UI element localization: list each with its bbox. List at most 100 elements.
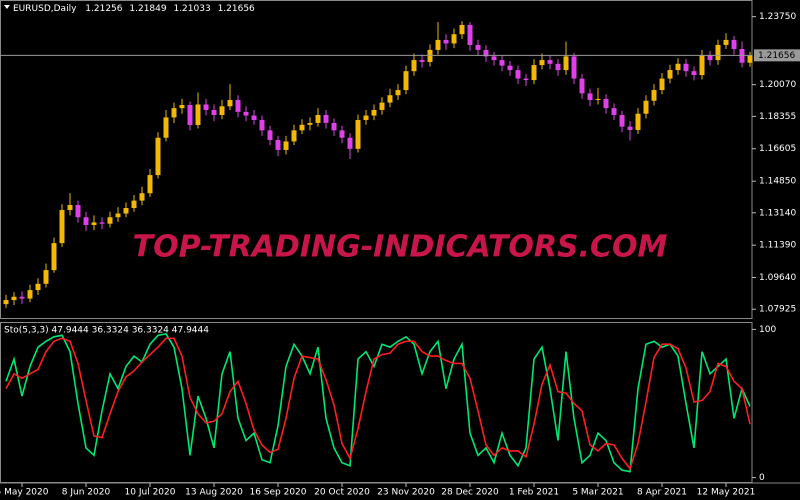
candle-body xyxy=(491,56,497,61)
candle-body xyxy=(27,290,33,299)
candle-body xyxy=(147,175,153,194)
candle-body xyxy=(299,124,305,131)
candle-body xyxy=(699,55,705,76)
candle-body xyxy=(179,105,185,109)
symbol-title: EURUSD,Daily xyxy=(13,4,77,14)
candle-body xyxy=(195,104,201,125)
candle-body xyxy=(171,108,177,118)
x-tick-label: 1 Feb 2021 xyxy=(509,488,559,498)
candle-body xyxy=(411,60,417,72)
candle-body xyxy=(707,55,713,61)
open-value: 1.21256 xyxy=(85,4,122,14)
watermark: TOP-TRADING-INDICATORS.COM xyxy=(133,230,668,265)
symbol-header: EURUSD,Daily 1.21256 1.21849 1.21033 1.2… xyxy=(13,4,255,14)
candle-body xyxy=(131,200,137,208)
y-tick-label: 1.13140 xyxy=(759,208,796,218)
candle-body xyxy=(99,222,105,224)
x-tick-label: 5 Mar 2021 xyxy=(572,488,623,498)
candle-body xyxy=(451,34,457,44)
indicator-title: Sto(5,3,3) 47.9444 36.3324 36.3324 47.94… xyxy=(4,326,209,336)
candle-body xyxy=(595,98,601,101)
candle-body xyxy=(347,137,353,149)
menu-arrow[interactable] xyxy=(4,5,10,9)
candle-body xyxy=(387,95,393,103)
candle-body xyxy=(155,137,161,176)
candle-body xyxy=(539,60,545,66)
y-tick-label: 1.09640 xyxy=(759,273,796,283)
candle-body xyxy=(115,213,121,218)
candle-body xyxy=(619,114,625,127)
x-tick-label: 13 Aug 2020 xyxy=(185,488,243,498)
candle-body xyxy=(283,141,289,150)
candle-body xyxy=(675,63,681,71)
candle-body xyxy=(475,44,481,50)
x-tick-label: 12 May 2021 xyxy=(697,488,756,498)
candle-body xyxy=(355,119,361,149)
candle-body xyxy=(19,296,25,299)
candle-body xyxy=(227,100,233,107)
y-tick-label: 1.18355 xyxy=(759,112,796,122)
indicator-line xyxy=(5,337,751,471)
candle-body xyxy=(731,39,737,49)
candle-body xyxy=(715,44,721,61)
candle-body xyxy=(243,111,249,116)
candle-body xyxy=(51,243,57,271)
candle-body xyxy=(651,90,657,101)
x-tick-label: 10 Jul 2020 xyxy=(125,488,176,498)
candle-body xyxy=(363,115,369,120)
candle-body xyxy=(603,98,609,109)
candle-body xyxy=(307,122,313,125)
x-tick-label: 8 Jun 2020 xyxy=(62,488,111,498)
candle-body xyxy=(259,119,265,131)
x-tick-label: 20 Oct 2020 xyxy=(314,488,370,498)
candle-body xyxy=(323,114,329,123)
x-tick-label: 5 May 2020 xyxy=(0,488,49,498)
candle-body xyxy=(563,56,569,71)
candle-body xyxy=(467,24,473,45)
candle-body xyxy=(547,60,553,64)
x-tick-label: 8 Apr 2021 xyxy=(637,488,687,498)
current-price-box xyxy=(754,49,800,62)
y-tick-label: 1.14850 xyxy=(759,177,796,187)
candle-body xyxy=(627,126,633,130)
y-tick-label: 0 xyxy=(759,473,765,483)
candle-body xyxy=(435,39,441,50)
candle-body xyxy=(443,39,449,44)
candle-body xyxy=(91,222,97,226)
candle-body xyxy=(315,114,321,123)
candle-body xyxy=(11,296,17,301)
candle-body xyxy=(747,55,753,63)
x-tick-label: 23 Nov 2020 xyxy=(377,488,435,498)
candle-body xyxy=(523,78,529,81)
candle-body xyxy=(579,78,585,94)
candle-body xyxy=(75,205,81,218)
candle-body xyxy=(339,130,345,138)
candle-body xyxy=(499,60,505,66)
candle-body xyxy=(139,193,145,201)
x-tick-label: 28 Dec 2020 xyxy=(441,488,499,498)
y-tick-label: 100 xyxy=(759,325,776,335)
candle-body xyxy=(531,65,537,81)
candle-body xyxy=(275,139,281,150)
candle-body xyxy=(507,65,513,71)
candle-body xyxy=(483,49,489,57)
candle-body xyxy=(427,49,433,62)
candle-body xyxy=(187,105,193,125)
indicator-line xyxy=(5,332,751,473)
candle-body xyxy=(331,122,337,131)
candle-body xyxy=(611,108,617,115)
low-value: 1.21033 xyxy=(173,4,210,14)
close-value: 1.21656 xyxy=(218,4,255,14)
candle-body xyxy=(43,270,49,284)
panel-frame xyxy=(0,0,753,319)
candle-body xyxy=(667,70,673,79)
y-tick-label: 1.23750 xyxy=(759,12,796,22)
candle-body xyxy=(83,217,89,226)
high-value: 1.21849 xyxy=(129,4,166,14)
candle-body xyxy=(739,48,745,63)
current-price-label: 1.21656 xyxy=(758,51,795,61)
x-tick-label: 16 Sep 2020 xyxy=(249,488,306,498)
candle-body xyxy=(35,283,41,291)
